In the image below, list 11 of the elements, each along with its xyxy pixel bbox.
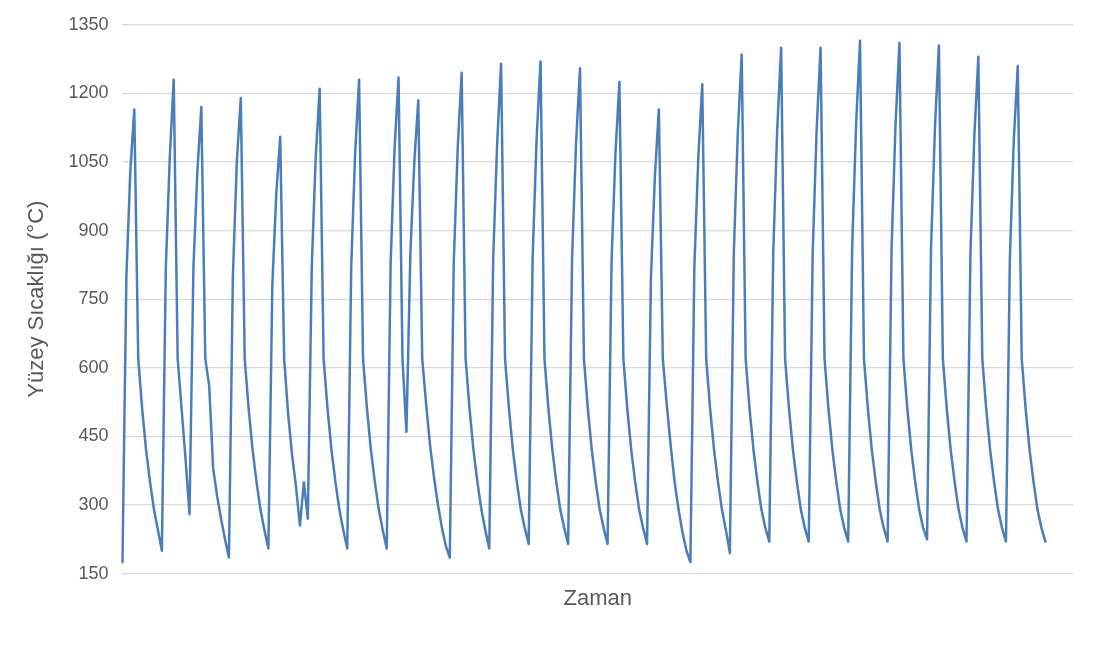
y-tick-label: 750 (78, 288, 109, 309)
y-tick-label: 1050 (68, 150, 109, 171)
x-axis-title: Zaman (563, 584, 632, 610)
y-tick-label: 450 (78, 425, 109, 446)
y-tick-label: 900 (78, 219, 109, 240)
y-tick-label: 300 (78, 493, 109, 514)
y-tick-label: 150 (78, 562, 109, 583)
y-axis-title: Yüzey Sıcaklığı (°C) (23, 200, 49, 398)
y-tick-label: 600 (78, 356, 109, 377)
y-tick-label: 1350 (68, 13, 109, 34)
y-tick-label: 1200 (68, 82, 109, 103)
